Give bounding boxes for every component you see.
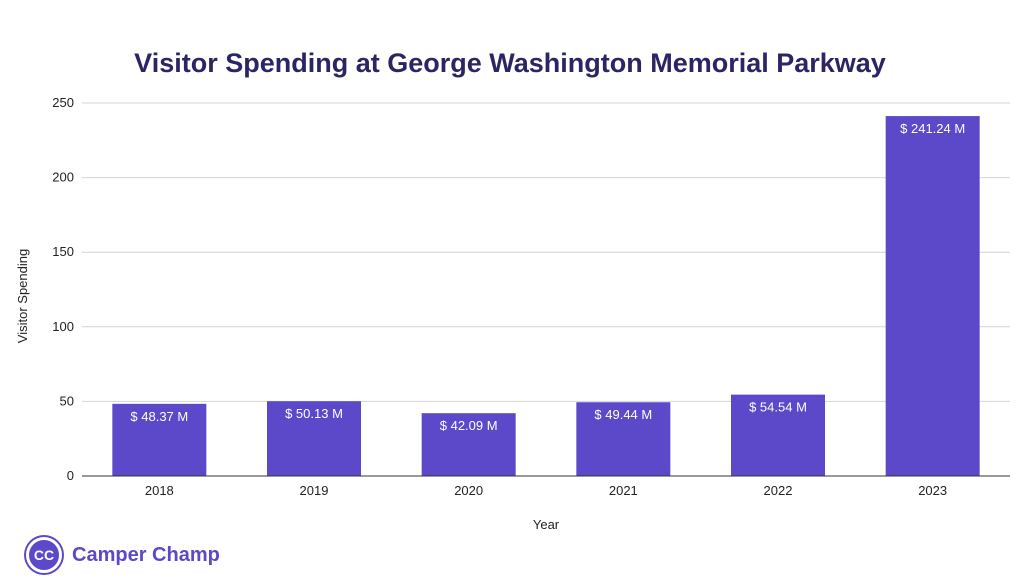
bars [112, 116, 980, 477]
x-tick-label: 2019 [300, 483, 329, 498]
y-axis-ticks: 0 50 100 150 200 250 [52, 95, 74, 483]
y-tick-label: 50 [60, 393, 74, 408]
y-tick-label: 100 [52, 319, 74, 334]
x-tick-label: 2023 [918, 483, 947, 498]
bar-2023 [885, 116, 980, 477]
data-label-2018: $ 48.37 M [130, 409, 188, 424]
y-tick-label: 150 [52, 244, 74, 259]
brand-logo: CC [26, 537, 62, 573]
y-tick-label: 0 [67, 468, 74, 483]
y-tick-label: 250 [52, 95, 74, 110]
y-tick-label: 200 [52, 170, 74, 185]
data-label-2023: $ 241.24 M [900, 121, 965, 136]
bar-2019 [267, 401, 361, 476]
bar-2021 [576, 402, 671, 476]
x-tick-label: 2018 [145, 483, 174, 498]
chart-title: Visitor Spending at George Washington Me… [134, 48, 886, 78]
gridlines [82, 102, 1010, 402]
x-axis-label: Year [533, 517, 560, 532]
bar-2020 [421, 413, 516, 476]
bar-2022 [731, 394, 825, 476]
x-tick-label: 2021 [609, 483, 638, 498]
y-axis-label: Visitor Spending [15, 249, 30, 343]
data-label-2021: $ 49.44 M [594, 407, 652, 422]
data-label-2019: $ 50.13 M [285, 406, 343, 421]
data-label-2022: $ 54.54 M [749, 400, 807, 415]
x-axis-ticks: 2018 2019 2020 2021 2022 2023 [145, 483, 947, 498]
brand: CC Camper Champ [26, 537, 220, 573]
bar-2018 [112, 403, 207, 476]
brand-name: Camper Champ [72, 543, 220, 566]
data-labels: $ 48.37 M $ 50.13 M $ 42.09 M $ 49.44 M $ 54… [130, 121, 965, 433]
x-tick-label: 2022 [764, 483, 793, 498]
data-label-2020: $ 42.09 M [440, 418, 498, 433]
x-tick-label: 2020 [454, 483, 483, 498]
